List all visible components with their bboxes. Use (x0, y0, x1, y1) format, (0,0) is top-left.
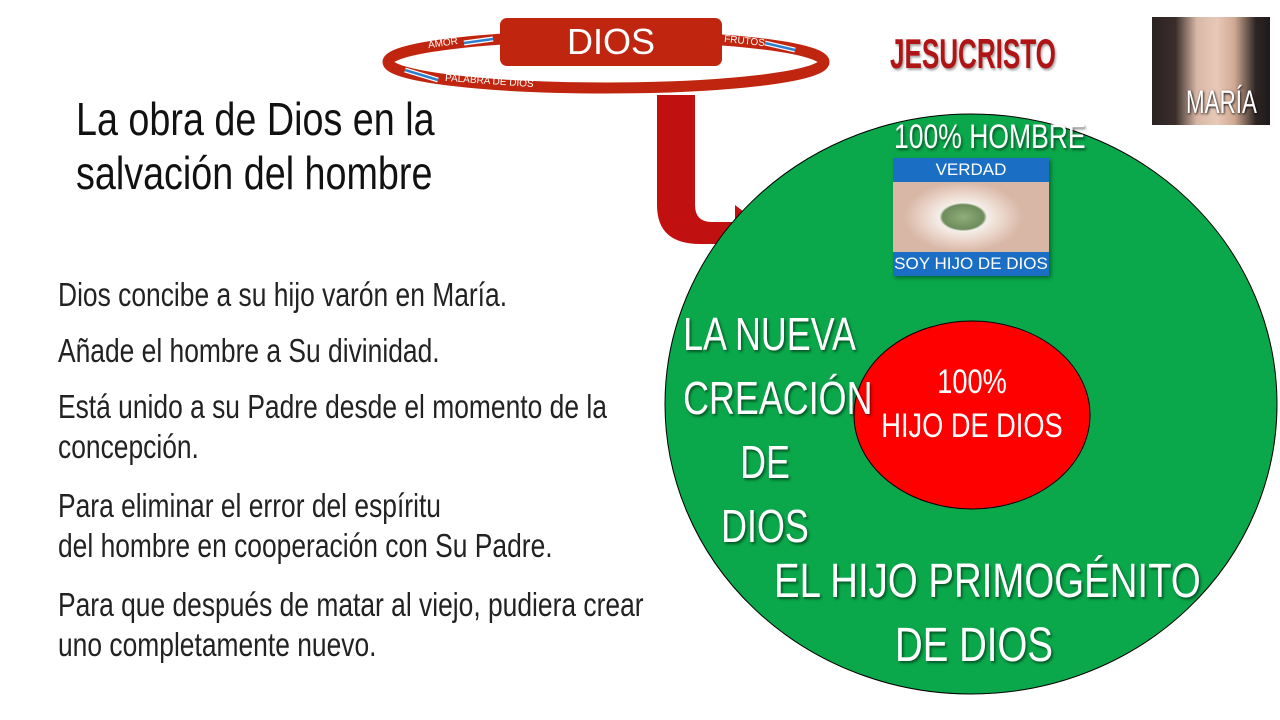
eye-image: VERDAD SOY HIJO DE DIOS (893, 158, 1049, 276)
maria-label: MARÍA (1186, 84, 1257, 120)
bullet-line: Está unido a su Padre desde el momento d… (58, 388, 607, 425)
bullet-3: Está unido a su Padre desde el momento d… (58, 387, 607, 467)
text-line: LA NUEVA (683, 308, 856, 360)
text-line: DE DIOS (895, 619, 1053, 672)
arrow-amor-icon (463, 36, 494, 46)
bullet-line: del hombre en cooperación con Su Padre. (58, 527, 553, 564)
nueva-creacion-label: LA NUEVA CREACIÓN DE DIOS (683, 302, 873, 558)
text-line: CREACIÓN (683, 372, 873, 424)
bullet-5: Para que después de matar al viejo, pudi… (58, 585, 644, 665)
dios-label: DIOS (566, 21, 655, 62)
bullet-line: uno completamente nuevo. (58, 626, 377, 663)
eye-top-label: VERDAD (893, 158, 1049, 182)
bullet-4: Para eliminar el error del espíritu del h… (58, 486, 553, 566)
bullet-1: Dios concibe a su hijo varón en María. (58, 275, 507, 315)
title-line: salvación del hombre (76, 147, 433, 199)
bullet-line: Añade el hombre a Su divinidad. (58, 332, 440, 369)
text-line: HIJO DE DIOS (881, 407, 1063, 445)
maria-photo (1152, 17, 1270, 125)
text-line: 100% (937, 363, 1007, 401)
arrow-frutos-icon (764, 40, 796, 53)
dios-box (500, 18, 722, 66)
hijo-de-dios-label: 100% HIJO DE DIOS (878, 360, 1067, 448)
text-line: DIOS (721, 500, 809, 552)
primogenito-label: EL HIJO PRIMOGÉNITO DE DIOS (774, 550, 1201, 678)
bullet-line: Dios concibe a su hijo varón en María. (58, 276, 508, 313)
bullet-line: concepción. (58, 428, 199, 465)
inner-circle (853, 320, 1091, 510)
text-line: EL HIJO PRIMOGÉNITO (774, 555, 1201, 608)
arrow-palabra-icon (404, 67, 439, 83)
jesucristo-label: JESUCRISTO (890, 30, 1056, 77)
hombre-label: 100% HOMBRE (894, 118, 1086, 156)
text-line: DE (740, 436, 790, 488)
bullet-2: Añade el hombre a Su divinidad. (58, 331, 440, 371)
eye-bottom-label: SOY HIJO DE DIOS (893, 252, 1049, 276)
bullet-line: Para eliminar el error del espíritu (58, 487, 441, 524)
bullet-line: Para que después de matar al viejo, pudi… (58, 586, 644, 623)
page-title: La obra de Dios en la salvación del homb… (76, 92, 435, 200)
title-line: La obra de Dios en la (76, 93, 435, 145)
